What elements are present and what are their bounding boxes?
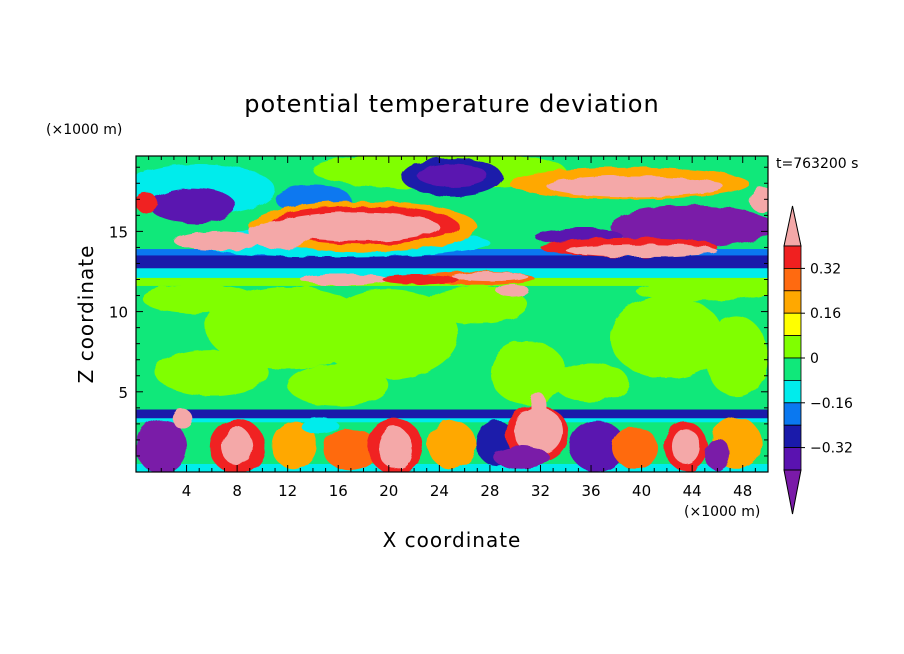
contour-cell: [248, 220, 315, 250]
colorbar-segment: [783, 245, 802, 269]
x-tick-label: 24: [430, 482, 449, 500]
colorbar-segment: [783, 267, 802, 292]
contour-cell: [612, 427, 659, 469]
contour-cell: [546, 176, 724, 197]
contour-cell: [530, 391, 546, 418]
x-axis-label: X coordinate: [383, 528, 522, 552]
x-tick-label: 12: [278, 482, 297, 500]
x-tick-label: 8: [232, 482, 242, 500]
colorbar-tick-label: 0.32: [810, 261, 841, 277]
colorbar-segment: [783, 447, 802, 471]
contour-cell: [565, 244, 718, 258]
colorbar-tick-label: 0: [810, 351, 819, 367]
level-band: [136, 418, 768, 423]
x-tick-label: 32: [531, 482, 550, 500]
contour-cell: [452, 271, 528, 282]
contour-cell: [610, 205, 768, 248]
contour-cell: [323, 428, 379, 471]
contour-cell: [221, 427, 253, 466]
contour-cell: [489, 340, 566, 405]
contour-cell: [610, 295, 724, 379]
colorbar-top-arrow: [783, 205, 802, 247]
colorbar-segment: [783, 424, 802, 449]
time-label: t=763200 s: [776, 156, 858, 172]
x-units-label: (×1000 m): [684, 504, 760, 520]
contour-cell: [149, 188, 236, 224]
colorbar-segment: [783, 379, 802, 404]
contour-cell: [416, 164, 488, 187]
y-tick-label: 15: [109, 223, 128, 241]
contour-cell: [300, 273, 389, 286]
contour-cell: [513, 406, 562, 455]
contour-cell: [154, 350, 269, 396]
contour-cell: [635, 281, 768, 301]
contour-cell: [382, 274, 459, 285]
colorbar-segment: [783, 312, 802, 337]
contour-cell: [172, 409, 193, 429]
x-tick-label: 36: [581, 482, 600, 500]
level-band: [136, 253, 768, 269]
x-tick-label: 40: [632, 482, 651, 500]
x-tick-label: 28: [480, 482, 499, 500]
contour-cell: [275, 212, 440, 242]
contour-cell: [378, 427, 412, 469]
contour-cell: [271, 420, 317, 469]
y-units-label: (×1000 m): [46, 122, 122, 138]
x-tick-label: 48: [733, 482, 752, 500]
y-axis-label: Z coordinate: [74, 245, 98, 384]
x-tick-label: 4: [182, 482, 192, 500]
colorbar-tick-label: 0.16: [810, 306, 841, 322]
colorbar: 0.32 0.16 0 −0.16 −0.32: [783, 205, 853, 515]
colorbar-segment: [783, 335, 802, 359]
contour-cell: [287, 364, 389, 407]
x-tick-label: 16: [329, 482, 348, 500]
contour-cell: [704, 438, 731, 471]
colorbar-segment: [783, 357, 802, 381]
contour-cell: [671, 428, 700, 464]
level-band: [136, 401, 768, 410]
colorbar-segment: [783, 290, 802, 314]
level-band: [136, 409, 768, 420]
colorbar-segment: [783, 402, 802, 426]
contour-cell: [142, 284, 257, 314]
contour-cell: [173, 231, 263, 251]
contour-cell: [300, 417, 339, 434]
y-tick-label: 10: [109, 304, 128, 322]
colorbar-bottom-arrow: [783, 469, 802, 515]
contour-cell: [136, 192, 158, 213]
contour-cell: [496, 284, 530, 298]
contour-cell: [704, 316, 768, 397]
contour-cell: [427, 420, 477, 469]
contour-cell: [493, 446, 550, 469]
contour-field: [136, 156, 768, 472]
contour-cell: [319, 289, 459, 379]
chart-title: potential temperature deviation: [244, 90, 659, 118]
level-band: [136, 249, 768, 256]
contour-cell: [569, 420, 626, 472]
x-tick-label: 44: [683, 482, 702, 500]
contour-cell: [749, 186, 768, 213]
contour-cell: [136, 419, 187, 472]
x-tick-label: 20: [379, 482, 398, 500]
contour-cell: [553, 362, 629, 402]
y-tick-label: 5: [118, 384, 128, 402]
colorbar-tick-label: −0.16: [810, 396, 853, 412]
colorbar-tick-label: −0.32: [810, 441, 853, 457]
